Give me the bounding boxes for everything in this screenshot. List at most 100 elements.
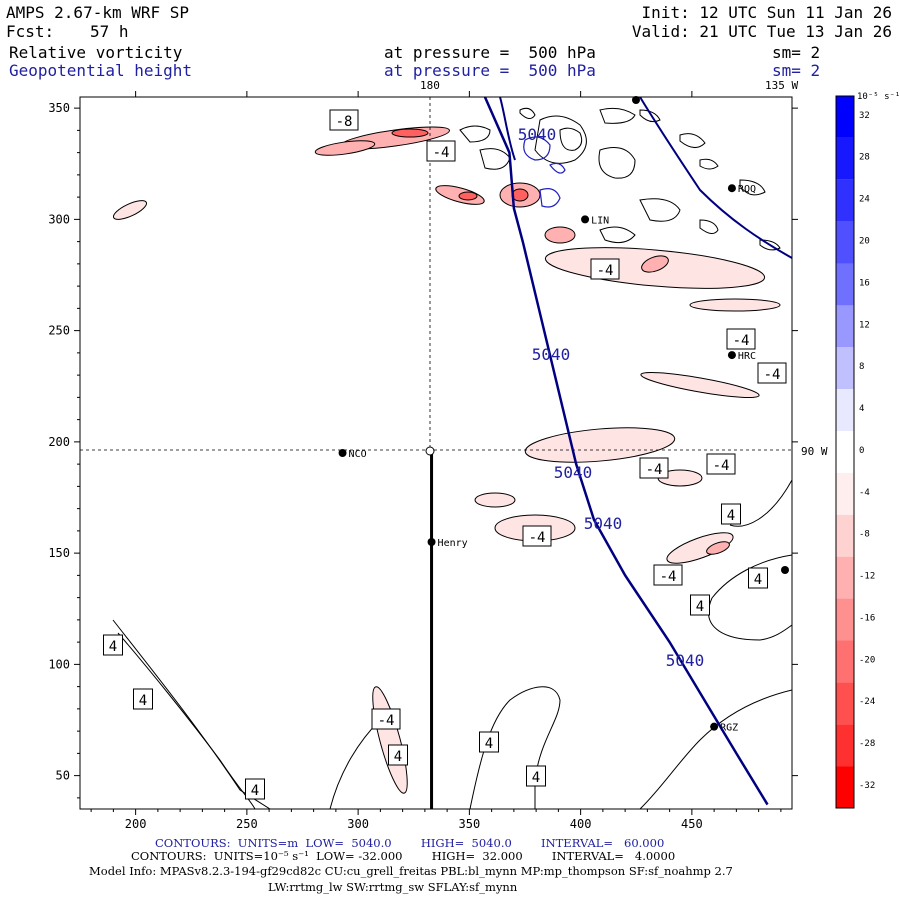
footer-contours-vort: CONTOURS: UNITS=10⁻⁵ s⁻¹ LOW= -32.000 HI… bbox=[131, 849, 676, 863]
colorbar-swatch bbox=[836, 96, 854, 138]
station-marker bbox=[338, 449, 347, 457]
colorbar-tick-label: -32 bbox=[859, 781, 875, 791]
vorticity-contour-label: -4 bbox=[590, 258, 620, 280]
colorbar-swatch bbox=[836, 514, 854, 557]
height-contour-label: 5040 bbox=[532, 345, 571, 364]
svg-text:4: 4 bbox=[696, 599, 704, 615]
colorbar-swatch bbox=[836, 556, 854, 599]
colorbar-swatch bbox=[836, 263, 854, 306]
footer-contours-height: CONTOURS: UNITS=m LOW= 5040.0 HIGH= 5040… bbox=[155, 836, 665, 850]
y-tick-label: 200 bbox=[48, 435, 70, 449]
lon-label-180: 180 bbox=[420, 79, 440, 92]
vorticity-contour-label: 4 bbox=[748, 567, 768, 589]
station-label: NCO bbox=[349, 449, 367, 460]
vorticity-contour-label: 4 bbox=[721, 503, 741, 525]
crosshair-point bbox=[425, 446, 435, 456]
colorbar-swatch bbox=[836, 137, 854, 180]
station-marker bbox=[781, 566, 789, 574]
x-tick-label: 350 bbox=[459, 817, 481, 831]
y-tick-label: 150 bbox=[48, 546, 70, 560]
vorticity-contour-label: -4 bbox=[757, 362, 787, 384]
height-contour-label: 5040 bbox=[554, 463, 593, 482]
colorbar-tick-label: -8 bbox=[859, 530, 870, 540]
vorticity-contour-label: -8 bbox=[329, 109, 359, 131]
svg-text:-4: -4 bbox=[764, 367, 781, 383]
y-tick-label: 300 bbox=[48, 212, 70, 226]
vorticity-contour-label: -4 bbox=[522, 525, 552, 547]
model-title: AMPS 2.67-km WRF SP bbox=[6, 3, 190, 22]
x-tick-label: 300 bbox=[347, 817, 369, 831]
svg-text:-4: -4 bbox=[713, 458, 730, 474]
field1-level: at pressure = 500 hPa bbox=[384, 43, 596, 62]
svg-text:-4: -4 bbox=[529, 530, 546, 546]
colorbar: 32 28 24 20 16 12 8 4 0 -4 -8 -12 -16 -20 -24 -28 -32 bbox=[835, 95, 875, 809]
svg-text:4: 4 bbox=[251, 783, 259, 799]
footer-physics: LW:rrtmg_lw SW:rrtmg_sw SFLAY:sf_mynn bbox=[268, 880, 518, 894]
lon-label-135w: 135 W bbox=[765, 79, 799, 92]
field1-smooth: sm= 2 bbox=[772, 43, 821, 62]
colorbar-swatch bbox=[836, 640, 854, 683]
valid-time: Valid: 21 UTC Tue 13 Jan 26 bbox=[631, 22, 892, 41]
vorticity-contour-label: -4 bbox=[726, 328, 756, 350]
field2-level: at pressure = 500 hPa bbox=[384, 61, 596, 80]
colorbar-swatch bbox=[836, 431, 854, 473]
svg-text:-4: -4 bbox=[646, 462, 663, 478]
colorbar-swatch bbox=[836, 221, 854, 264]
axes: 200 250 300 350 400 450 50 100 150 200 250 300 350 bbox=[48, 91, 798, 831]
svg-text:4: 4 bbox=[727, 508, 735, 524]
colorbar-tick-label: -28 bbox=[859, 739, 875, 749]
x-tick-label: 250 bbox=[236, 817, 258, 831]
station-label: RGZ bbox=[720, 723, 738, 734]
colorbar-swatch bbox=[836, 766, 854, 808]
height-contour-label: 5040 bbox=[518, 125, 557, 144]
colorbar-tick-label: -4 bbox=[859, 488, 870, 498]
colorbar-tick-label: 16 bbox=[859, 278, 870, 288]
station-marker bbox=[581, 215, 590, 224]
station-marker bbox=[710, 722, 719, 731]
colorbar-tick-label: -16 bbox=[859, 613, 875, 623]
colorbar-swatch bbox=[836, 305, 854, 348]
colorbar-frame bbox=[835, 95, 855, 809]
colorbar-swatch bbox=[836, 598, 854, 641]
field2-name: Geopotential height bbox=[9, 61, 193, 80]
svg-text:4: 4 bbox=[485, 736, 493, 752]
svg-text:-4: -4 bbox=[660, 569, 677, 585]
field2-smooth: sm= 2 bbox=[772, 61, 821, 80]
geopotential-5040-contour bbox=[483, 97, 769, 806]
colorbar-swatch bbox=[836, 682, 854, 725]
station-label: Henry bbox=[438, 538, 468, 549]
coastline bbox=[499, 97, 516, 161]
colorbar-tick-label: -12 bbox=[859, 572, 875, 582]
colorbar-tick-label: -20 bbox=[859, 655, 875, 665]
svg-text:-8: -8 bbox=[336, 114, 353, 130]
forecast-value: 57 h bbox=[90, 22, 129, 41]
y-tick-label: 350 bbox=[48, 101, 70, 115]
forecast-label: Fcst: bbox=[6, 22, 55, 41]
svg-text:-4: -4 bbox=[733, 333, 750, 349]
colorbar-swatch bbox=[836, 179, 854, 222]
y-tick-label: 250 bbox=[48, 324, 70, 338]
stations: NCO Henry RQQ HRC LIN RGZ bbox=[338, 96, 789, 734]
vorticity-contour-label: -4 bbox=[653, 564, 683, 586]
station-marker bbox=[727, 351, 736, 360]
svg-text:-4: -4 bbox=[433, 145, 450, 161]
svg-text:4: 4 bbox=[139, 693, 147, 709]
station-marker bbox=[632, 96, 640, 104]
colorbar-tick-label: 28 bbox=[859, 153, 870, 163]
field1-name: Relative vorticity bbox=[9, 43, 183, 62]
init-time: Init: 12 UTC Sun 11 Jan 26 bbox=[641, 3, 892, 22]
colorbar-swatch bbox=[836, 347, 854, 390]
colorbar-tick-label: 8 bbox=[859, 362, 864, 372]
station-label: RQQ bbox=[738, 184, 756, 195]
station-marker bbox=[727, 184, 736, 193]
height-contour-label: 5040 bbox=[584, 514, 623, 533]
height-contour-label: 5040 bbox=[666, 651, 705, 670]
svg-text:4: 4 bbox=[394, 749, 402, 765]
x-tick-label: 450 bbox=[681, 817, 703, 831]
station-label: LIN bbox=[591, 215, 609, 226]
vorticity-contour-label: 4 bbox=[245, 778, 265, 800]
vorticity-contour-label: 4 bbox=[526, 765, 546, 787]
colorbar-swatch bbox=[836, 724, 854, 767]
contour-labels: 5040 5040 5040 5040 5040 -8 -4 -4 -4 -4 -4 -4 -4 -4 -4… bbox=[103, 109, 787, 800]
